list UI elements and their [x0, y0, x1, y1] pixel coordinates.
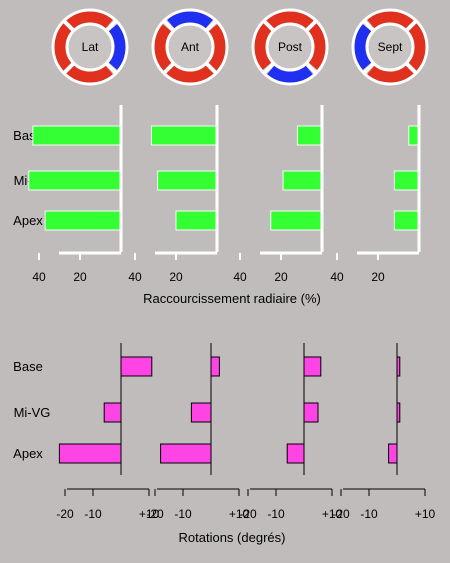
ring-separator	[61, 61, 76, 76]
ring-separator	[204, 18, 219, 33]
radial-tick-label: 40	[233, 270, 247, 284]
ring-label: Lat	[82, 40, 99, 54]
ring-separator	[304, 61, 319, 76]
rotation-bar	[303, 356, 322, 377]
radial-axis-title: Raccourcissement radiaire (%)	[143, 291, 321, 306]
ring-separator	[161, 18, 176, 33]
rotation-bar	[388, 443, 398, 464]
ring-separator	[261, 18, 276, 33]
rotation-bar	[396, 356, 401, 377]
rotation-tick-label: +10	[139, 507, 160, 521]
radial-bar	[157, 170, 218, 191]
ring-outline	[351, 8, 429, 86]
category-label: Mi-VG	[14, 405, 51, 420]
rotation-tick-label: -10	[360, 507, 378, 521]
rotation-tick-label: +10	[415, 507, 436, 521]
rotation-tick-label: -10	[84, 507, 102, 521]
rotation-bar	[120, 356, 153, 377]
ring-separator	[161, 61, 176, 76]
radial-bar	[296, 125, 323, 146]
rotation-tick-label: -20	[332, 507, 350, 521]
ring-separator	[61, 18, 76, 33]
ring-separator	[404, 18, 419, 33]
radial-bar	[28, 170, 122, 191]
radial-tick-label: 40	[32, 270, 46, 284]
rotation-bar	[303, 402, 319, 423]
radial-tick-label: 20	[73, 270, 87, 284]
ring-segment-blue	[107, 23, 128, 71]
ring-segment-red	[253, 10, 327, 71]
radial-bar	[393, 210, 420, 231]
ring-segment-red	[366, 9, 427, 85]
ring-segment-red	[153, 23, 228, 84]
rotation-bar	[210, 356, 220, 377]
rotation-bar	[58, 443, 122, 464]
ring-center	[365, 22, 415, 72]
ring-outline	[251, 8, 329, 86]
ring-label: Post	[278, 40, 303, 54]
ring-center	[265, 22, 315, 72]
radial-bar	[150, 125, 218, 146]
ring-separator	[404, 61, 419, 76]
rotation-tick-label: -10	[267, 507, 285, 521]
radial-bar	[44, 210, 122, 231]
rotation-tick-label: +10	[229, 507, 250, 521]
ring-separator	[204, 61, 219, 76]
rotation-bar	[103, 402, 122, 423]
ring-separator	[104, 61, 119, 76]
ring-outline	[151, 8, 229, 86]
ring-segment-blue	[266, 64, 314, 85]
radial-tick-label: 20	[371, 270, 385, 284]
category-label: Apex	[13, 213, 43, 228]
ring-segment-blue	[166, 9, 214, 30]
ring-separator	[104, 18, 119, 33]
ring-separator	[261, 61, 276, 76]
rotation-bar	[160, 443, 212, 464]
ring-separator	[361, 61, 376, 76]
rotation-tick-label: -20	[146, 507, 164, 521]
ring-center	[65, 22, 115, 72]
radial-bar	[393, 170, 420, 191]
radial-bar	[32, 125, 122, 146]
ring-separator	[304, 18, 319, 33]
rotation-tick-label: -20	[56, 507, 74, 521]
rotation-bar	[396, 402, 401, 423]
rotation-tick-label: -20	[239, 507, 257, 521]
ring-label: Ant	[181, 40, 200, 54]
radial-bar	[408, 125, 420, 146]
ring-separator	[361, 18, 376, 33]
category-label: Base	[13, 359, 43, 374]
rotation-bar	[286, 443, 305, 464]
radial-bar	[270, 210, 323, 231]
radial-tick-label: 40	[330, 270, 344, 284]
ring-label: Sept	[378, 40, 403, 54]
radial-tick-label: 20	[274, 270, 288, 284]
ring-segment-red	[53, 10, 114, 85]
ring-segment-blue	[352, 23, 373, 71]
radial-bar	[282, 170, 323, 191]
radial-tick-label: 40	[128, 270, 142, 284]
ring-outline	[51, 8, 129, 86]
ring-center	[165, 22, 215, 72]
rotation-bar	[190, 402, 212, 423]
category-label: Apex	[13, 446, 43, 461]
radial-tick-label: 20	[169, 270, 183, 284]
rotation-axis-title: Rotations (degrés)	[179, 530, 286, 545]
rotation-tick-label: +10	[322, 507, 343, 521]
radial-bar	[175, 210, 218, 231]
rotation-tick-label: -10	[174, 507, 192, 521]
